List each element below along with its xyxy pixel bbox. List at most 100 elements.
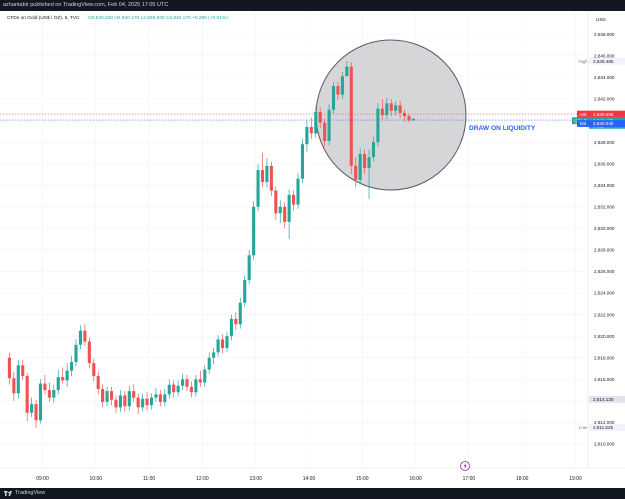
candle-body	[398, 105, 402, 113]
candle-body	[367, 157, 371, 168]
candle-body	[327, 109, 331, 141]
chart-panel[interactable]: 09:00 10:00 11:00 12:00 13:00 14:00 15:00 16:00…	[0, 11, 625, 488]
candle-body	[185, 379, 189, 387]
replay-icon[interactable]	[460, 461, 470, 471]
candle-body	[229, 318, 233, 337]
price-tick-label: 2,848.000	[594, 32, 615, 37]
price-tick-label: 2,816.000	[594, 377, 615, 382]
candle-body	[407, 116, 411, 121]
bid-price-name: Bid	[580, 121, 587, 126]
candle-body	[34, 404, 38, 421]
tradingview-logo-icon	[4, 491, 12, 496]
ask-price-value: 2,840.595	[593, 112, 614, 117]
publisher-bar: azhantabir published on TradingView.com,…	[0, 0, 625, 11]
candle-body	[70, 362, 74, 371]
candle-body	[118, 395, 122, 408]
price-tick-label: 2,810.000	[594, 442, 615, 447]
low-price-value: 2,811.525	[593, 425, 614, 430]
candle-body	[38, 383, 43, 421]
candle-body	[141, 398, 145, 408]
ask-price-name: Ask	[579, 112, 587, 117]
candle-body	[305, 126, 309, 145]
candle-body	[154, 394, 158, 398]
price-tick-label: 2,844.000	[594, 75, 615, 80]
currency-label: USD	[596, 17, 606, 22]
candle-body	[314, 111, 318, 134]
candle-body	[56, 377, 60, 391]
candle-body	[25, 376, 29, 413]
candle-body	[114, 399, 118, 408]
candle-body	[109, 391, 114, 400]
time-tick-label: 19:00	[569, 476, 582, 482]
candle-body	[194, 379, 198, 393]
candle-body	[198, 379, 202, 383]
candle-body	[61, 377, 65, 381]
bid-price-tag	[589, 120, 625, 127]
candle-body	[260, 170, 265, 182]
candle-body	[172, 384, 176, 393]
price-tick-label: 2,834.000	[594, 183, 615, 188]
candle-body	[300, 144, 304, 179]
ask-price-name-tag	[577, 110, 589, 118]
candle-body	[380, 108, 384, 116]
candle-body	[65, 370, 69, 381]
candle-body	[105, 391, 109, 402]
price-tick-label: 2,820.000	[594, 334, 615, 339]
ask-price-tag	[589, 110, 625, 118]
candle-body	[358, 153, 362, 180]
candle-body	[309, 126, 313, 134]
candle-body	[225, 336, 229, 349]
price-tick-label: 2,828.000	[594, 248, 615, 253]
candle-body	[158, 394, 162, 402]
high-price-value: 2,845.480	[593, 59, 614, 64]
legend-symbol: CFDs on Gold (US$ / OZ), 5, TVC	[7, 15, 80, 21]
candle-body	[216, 339, 220, 353]
candle-body	[21, 365, 25, 377]
candle-body	[265, 165, 269, 182]
candle-body	[167, 384, 171, 395]
candle-body	[234, 318, 238, 325]
candle-body	[394, 105, 398, 111]
draw-on-liquidity-label: DRAW ON LIQUIDITY	[469, 125, 536, 132]
candle-body	[87, 341, 91, 364]
candle-body	[47, 390, 51, 398]
candle-body	[212, 352, 216, 358]
time-tick-label: 12:00	[196, 476, 209, 482]
price-tick-label: 2,832.000	[594, 204, 615, 209]
high-price-tag	[589, 58, 625, 65]
chart-background	[0, 11, 625, 488]
price-chart[interactable]: 09:00 10:00 11:00 12:00 13:00 14:00 15:00 16:00…	[0, 11, 625, 488]
high-price-name: High	[578, 59, 588, 64]
candle-body	[318, 111, 322, 123]
candle-body	[136, 397, 140, 408]
candle-body	[336, 86, 340, 95]
footer-bar: TradingView	[0, 488, 625, 499]
price-tick-label: 2,836.000	[594, 161, 615, 166]
candle-body	[176, 385, 180, 393]
bid-price-name-tag	[577, 120, 589, 127]
legend-ohlc: O2,840.030 H2,840.170 L2,839.930 C2,840.…	[88, 15, 228, 21]
candle-body	[278, 206, 282, 214]
candle-body	[292, 194, 296, 205]
candle-body	[256, 170, 260, 207]
candle-body	[181, 379, 185, 386]
price-tick-label: 2,842.000	[594, 97, 615, 102]
candle-body	[323, 122, 327, 141]
candle-body	[7, 357, 11, 379]
candle-body	[207, 357, 211, 370]
time-axis: 09:00 10:00 11:00 12:00 13:00 14:00 15:00 16:00…	[0, 467, 625, 482]
candle-body	[43, 383, 47, 391]
price-tick-label: 2,830.000	[594, 226, 615, 231]
candle-body	[274, 190, 278, 214]
time-tick-label: 15:00	[356, 476, 369, 482]
candle-body	[331, 86, 336, 110]
candle-body	[101, 388, 105, 402]
candle-body	[12, 378, 16, 394]
candle-body	[123, 395, 127, 407]
candle-body	[220, 339, 225, 349]
footer-brand: TradingView	[15, 490, 46, 496]
grid	[0, 11, 625, 488]
candle-body	[247, 255, 251, 281]
candle-body	[52, 390, 56, 398]
candle-body	[92, 363, 96, 377]
